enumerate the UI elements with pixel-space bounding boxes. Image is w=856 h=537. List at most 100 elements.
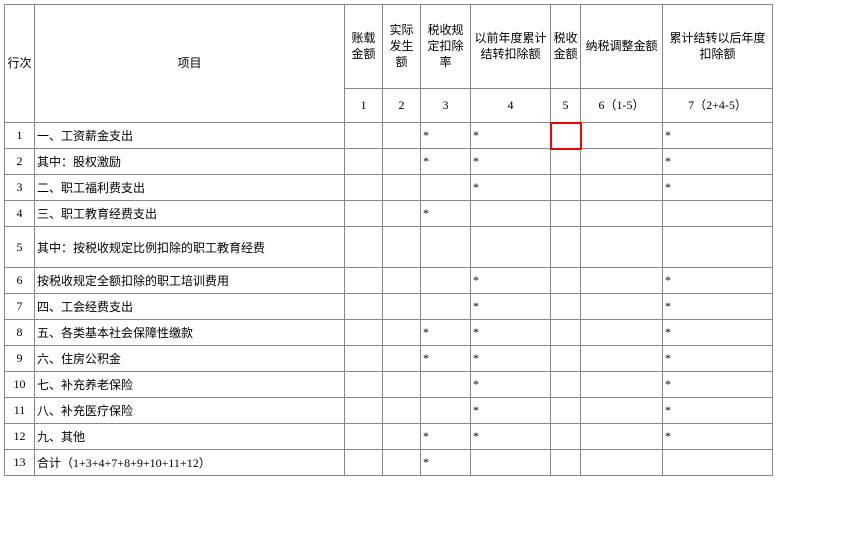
cell-c7: * [663, 372, 773, 398]
cell-c1 [345, 346, 383, 372]
cell-c4: * [471, 398, 551, 424]
cell-c1 [345, 372, 383, 398]
cell-c7 [663, 227, 773, 268]
row-number: 2 [5, 149, 35, 175]
cell-c1 [345, 149, 383, 175]
row-number: 8 [5, 320, 35, 346]
cell-c4: * [471, 149, 551, 175]
cell-c6 [581, 398, 663, 424]
cell-c2 [383, 424, 421, 450]
row-item: 九、其他 [35, 424, 345, 450]
subheader-4: 4 [471, 89, 551, 123]
cell-c4: * [471, 268, 551, 294]
subheader-1: 1 [345, 89, 383, 123]
row-number: 4 [5, 201, 35, 227]
cell-c5 [551, 268, 581, 294]
row-item: 其中：按税收规定比例扣除的职工教育经费 [35, 227, 345, 268]
cell-c4 [471, 227, 551, 268]
cell-c4: * [471, 424, 551, 450]
cell-c1 [345, 175, 383, 201]
cell-c5 [551, 450, 581, 476]
header-c1: 账载金额 [345, 5, 383, 89]
header-c4: 以前年度累计结转扣除额 [471, 5, 551, 89]
header-c7: 累计结转以后年度扣除额 [663, 5, 773, 89]
cell-c2 [383, 372, 421, 398]
table-row: 10七、补充养老保险** [5, 372, 773, 398]
table-row: 6按税收规定全额扣除的职工培训费用** [5, 268, 773, 294]
cell-c3 [421, 268, 471, 294]
cell-c6 [581, 175, 663, 201]
cell-c7: * [663, 320, 773, 346]
cell-c6 [581, 227, 663, 268]
header-c2: 实际发生额 [383, 5, 421, 89]
cell-c5 [551, 175, 581, 201]
cell-c6 [581, 450, 663, 476]
row-item: 其中：股权激励 [35, 149, 345, 175]
row-item: 六、住房公积金 [35, 346, 345, 372]
cell-c7 [663, 201, 773, 227]
row-number: 7 [5, 294, 35, 320]
cell-c6 [581, 123, 663, 149]
table-row: 3二、职工福利费支出** [5, 175, 773, 201]
cell-c1 [345, 424, 383, 450]
cell-c5 [551, 320, 581, 346]
table-row: 2其中：股权激励*** [5, 149, 773, 175]
cell-c3: * [421, 149, 471, 175]
table-row: 1一、工资薪金支出*** [5, 123, 773, 149]
cell-c7: * [663, 346, 773, 372]
row-number: 9 [5, 346, 35, 372]
table-row: 8五、各类基本社会保障性缴款*** [5, 320, 773, 346]
cell-c3: * [421, 320, 471, 346]
table-row: 11八、补充医疗保险** [5, 398, 773, 424]
cell-c5 [551, 346, 581, 372]
cell-c1 [345, 450, 383, 476]
cell-c4 [471, 201, 551, 227]
cell-c1 [345, 320, 383, 346]
cell-c2 [383, 201, 421, 227]
cell-c7: * [663, 123, 773, 149]
header-row-label: 行次 [5, 5, 35, 123]
table-row: 9六、住房公积金*** [5, 346, 773, 372]
cell-c3: * [421, 424, 471, 450]
cell-c2 [383, 450, 421, 476]
cell-c4: * [471, 372, 551, 398]
cell-c2 [383, 294, 421, 320]
cell-c5 [551, 201, 581, 227]
row-number: 3 [5, 175, 35, 201]
cell-c5 [551, 398, 581, 424]
cell-c2 [383, 123, 421, 149]
tax-adjustment-table: 行次 项目 账载金额 实际发生额 税收规定扣除率 以前年度累计结转扣除额 税收金… [4, 4, 773, 476]
row-number: 5 [5, 227, 35, 268]
cell-c5 [551, 149, 581, 175]
table-row: 7四、工会经费支出** [5, 294, 773, 320]
header-c6: 纳税调整金额 [581, 5, 663, 89]
cell-c4: * [471, 294, 551, 320]
row-item: 二、职工福利费支出 [35, 175, 345, 201]
subheader-6: 6（1-5） [581, 89, 663, 123]
cell-c5 [551, 294, 581, 320]
row-item: 八、补充医疗保险 [35, 398, 345, 424]
cell-c4 [471, 450, 551, 476]
cell-c4: * [471, 175, 551, 201]
cell-c7: * [663, 149, 773, 175]
row-item: 三、职工教育经费支出 [35, 201, 345, 227]
row-number: 13 [5, 450, 35, 476]
row-item: 四、工会经费支出 [35, 294, 345, 320]
cell-c2 [383, 149, 421, 175]
cell-c3: * [421, 201, 471, 227]
cell-c3 [421, 227, 471, 268]
table-header: 行次 项目 账载金额 实际发生额 税收规定扣除率 以前年度累计结转扣除额 税收金… [5, 5, 773, 123]
cell-c7: * [663, 268, 773, 294]
cell-c6 [581, 346, 663, 372]
header-item: 项目 [35, 5, 345, 123]
row-item: 五、各类基本社会保障性缴款 [35, 320, 345, 346]
cell-c3 [421, 398, 471, 424]
cell-c2 [383, 398, 421, 424]
cell-c3: * [421, 346, 471, 372]
row-number: 6 [5, 268, 35, 294]
row-number: 1 [5, 123, 35, 149]
cell-c5 [551, 123, 581, 149]
table-row: 13合计（1+3+4+7+8+9+10+11+12）* [5, 450, 773, 476]
header-c3: 税收规定扣除率 [421, 5, 471, 89]
cell-c6 [581, 201, 663, 227]
